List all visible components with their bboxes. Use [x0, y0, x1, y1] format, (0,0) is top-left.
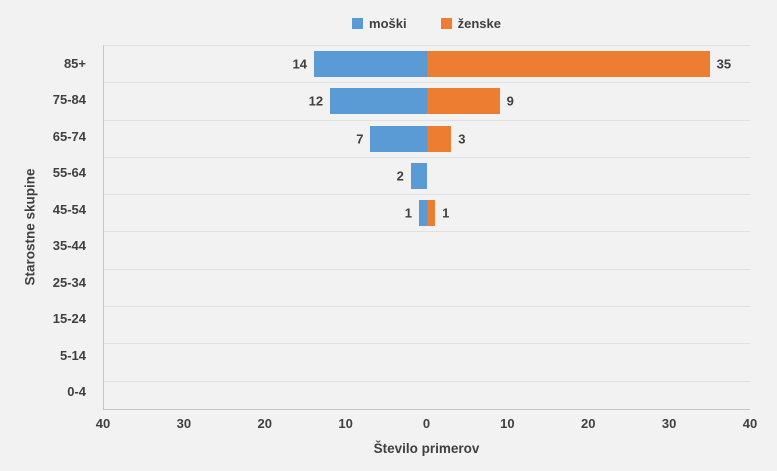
y-axis-label: 15-24: [52, 311, 86, 327]
x-axis-ticks: 40 30 20 10 0 10 20 30 40: [96, 416, 757, 434]
bar-row-15-24: [104, 307, 750, 345]
legend-item-moški: moški: [352, 16, 407, 31]
legend-swatch-icon: [440, 17, 452, 29]
value-label-moški: 1: [404, 205, 412, 221]
legend-label: moški: [369, 15, 407, 31]
y-axis-label: 45-54: [52, 201, 86, 217]
bar-row-75-84: 12 9: [104, 83, 750, 121]
y-axis-label: 65-74: [52, 128, 86, 144]
bar-row-5-14: [104, 344, 750, 382]
bar-ženske: [427, 125, 452, 152]
x-axis-tick: 20: [257, 416, 272, 431]
y-axis-label: 55-64: [52, 165, 86, 181]
y-axis-label: 0-4: [67, 384, 86, 400]
value-label-ženske: 9: [506, 93, 514, 109]
bar-ženske: [427, 200, 436, 227]
bar-ženske: [427, 51, 710, 78]
x-axis-tick: 40: [95, 416, 111, 431]
value-label-moški: 7: [356, 131, 364, 147]
legend-label: ženske: [457, 15, 501, 31]
bar-moški: [370, 125, 427, 152]
bar-row-25-34: [104, 270, 750, 308]
x-axis-tick: 10: [500, 416, 515, 431]
y-axis-label: 5-14: [59, 347, 86, 363]
x-axis-tick: 10: [338, 416, 353, 431]
bar-row-85+: 14 35: [104, 46, 750, 84]
x-axis-title: Število primerov: [373, 441, 480, 456]
y-axis-label: 75-84: [52, 92, 86, 108]
y-axis-label: 25-34: [52, 274, 86, 290]
bar-row-0-4: [104, 382, 750, 418]
plot-area: 14 35 12 9 7 3 2 1 1: [103, 45, 750, 410]
legend: moški ženske: [103, 13, 750, 33]
value-label-moški: 14: [292, 56, 307, 72]
bar-row-35-44: [104, 232, 750, 270]
value-label-ženske: 1: [442, 205, 450, 221]
value-label-moški: 2: [396, 168, 404, 184]
x-axis-tick: 30: [661, 416, 677, 431]
y-axis-label: 35-44: [52, 238, 86, 254]
x-axis-tick: 0: [422, 416, 431, 431]
bar-row-55-64: 2: [104, 158, 750, 196]
bar-moški: [330, 88, 427, 115]
bar-moški: [313, 51, 427, 78]
x-axis-tick: 40: [742, 416, 758, 431]
bar-moški: [418, 200, 427, 227]
y-axis-label: 85+: [63, 55, 86, 71]
value-label-ženske: 3: [458, 131, 466, 147]
bar-ženske: [427, 88, 500, 115]
value-label-moški: 12: [308, 93, 324, 109]
legend-item-ženske: ženske: [440, 15, 501, 31]
x-axis-tick: 30: [176, 416, 192, 431]
bar-moški: [410, 163, 427, 190]
value-label-ženske: 35: [716, 56, 732, 72]
x-axis-tick: 20: [581, 416, 596, 431]
y-axis-labels: 85+ 75-84 65-74 55-64 45-54 35-44 25-34 15-24 5-…: [0, 45, 95, 410]
legend-swatch-icon: [352, 17, 364, 29]
